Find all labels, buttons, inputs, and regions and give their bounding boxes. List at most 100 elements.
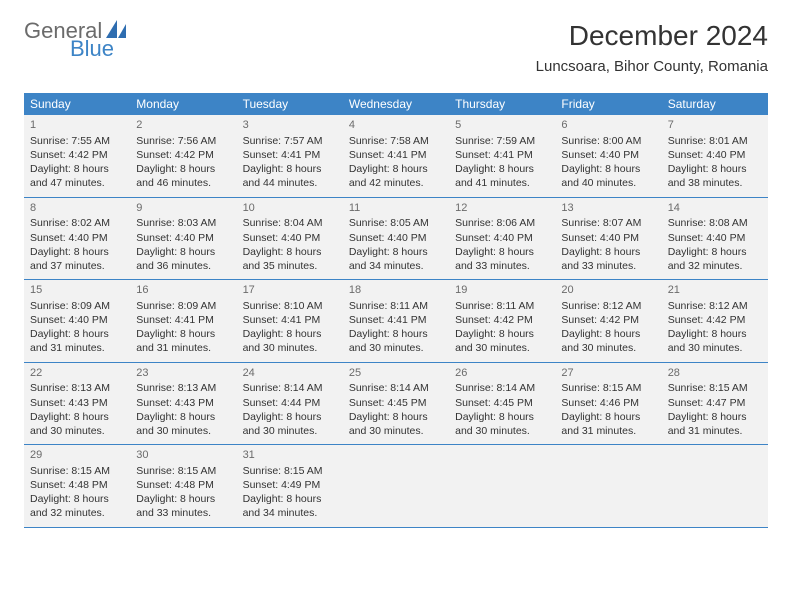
calendar-header-saturday: Saturday <box>662 93 768 115</box>
calendar-cell-empty <box>343 445 449 528</box>
calendar-cell: 7Sunrise: 8:01 AMSunset: 4:40 PMDaylight… <box>662 115 768 197</box>
calendar-header-row: SundayMondayTuesdayWednesdayThursdayFrid… <box>24 93 768 115</box>
daylight-text: and 32 minutes. <box>668 259 762 273</box>
sunrise-text: Sunrise: 8:14 AM <box>349 381 443 395</box>
calendar-cell: 2Sunrise: 7:56 AMSunset: 4:42 PMDaylight… <box>130 115 236 197</box>
daylight-text: Daylight: 8 hours <box>30 162 124 176</box>
daylight-text: Daylight: 8 hours <box>668 410 762 424</box>
calendar-cell: 22Sunrise: 8:13 AMSunset: 4:43 PMDayligh… <box>24 362 130 445</box>
sunset-text: Sunset: 4:45 PM <box>455 396 549 410</box>
daylight-text: and 38 minutes. <box>668 176 762 190</box>
calendar-cell: 29Sunrise: 8:15 AMSunset: 4:48 PMDayligh… <box>24 445 130 528</box>
daylight-text: Daylight: 8 hours <box>243 245 337 259</box>
logo-text-2: Blue <box>70 38 128 60</box>
day-number: 17 <box>243 283 337 298</box>
day-number: 24 <box>243 366 337 381</box>
logo: General Blue <box>24 20 128 60</box>
daylight-text: Daylight: 8 hours <box>30 245 124 259</box>
daylight-text: and 30 minutes. <box>136 424 230 438</box>
sunrise-text: Sunrise: 8:07 AM <box>561 216 655 230</box>
sunrise-text: Sunrise: 8:06 AM <box>455 216 549 230</box>
sunrise-text: Sunrise: 8:12 AM <box>561 299 655 313</box>
sunset-text: Sunset: 4:41 PM <box>455 148 549 162</box>
calendar-cell: 11Sunrise: 8:05 AMSunset: 4:40 PMDayligh… <box>343 197 449 280</box>
daylight-text: and 37 minutes. <box>30 259 124 273</box>
calendar-header-friday: Friday <box>555 93 661 115</box>
sunrise-text: Sunrise: 7:56 AM <box>136 134 230 148</box>
daylight-text: Daylight: 8 hours <box>243 162 337 176</box>
sunset-text: Sunset: 4:40 PM <box>349 231 443 245</box>
calendar-cell: 13Sunrise: 8:07 AMSunset: 4:40 PMDayligh… <box>555 197 661 280</box>
sunrise-text: Sunrise: 8:05 AM <box>349 216 443 230</box>
daylight-text: and 30 minutes. <box>455 341 549 355</box>
day-number: 20 <box>561 283 655 298</box>
daylight-text: and 30 minutes. <box>243 341 337 355</box>
sunset-text: Sunset: 4:48 PM <box>30 478 124 492</box>
day-number: 23 <box>136 366 230 381</box>
daylight-text: and 30 minutes. <box>243 424 337 438</box>
calendar-cell: 12Sunrise: 8:06 AMSunset: 4:40 PMDayligh… <box>449 197 555 280</box>
daylight-text: Daylight: 8 hours <box>136 162 230 176</box>
daylight-text: Daylight: 8 hours <box>243 327 337 341</box>
calendar-cell: 6Sunrise: 8:00 AMSunset: 4:40 PMDaylight… <box>555 115 661 197</box>
sunrise-text: Sunrise: 8:02 AM <box>30 216 124 230</box>
sunset-text: Sunset: 4:40 PM <box>30 231 124 245</box>
sunrise-text: Sunrise: 8:09 AM <box>136 299 230 313</box>
calendar-cell: 10Sunrise: 8:04 AMSunset: 4:40 PMDayligh… <box>237 197 343 280</box>
daylight-text: Daylight: 8 hours <box>561 327 655 341</box>
sunrise-text: Sunrise: 8:11 AM <box>349 299 443 313</box>
sunrise-text: Sunrise: 8:12 AM <box>668 299 762 313</box>
daylight-text: and 30 minutes. <box>349 341 443 355</box>
calendar-cell: 15Sunrise: 8:09 AMSunset: 4:40 PMDayligh… <box>24 280 130 363</box>
daylight-text: Daylight: 8 hours <box>30 410 124 424</box>
calendar-cell: 25Sunrise: 8:14 AMSunset: 4:45 PMDayligh… <box>343 362 449 445</box>
daylight-text: and 30 minutes. <box>349 424 443 438</box>
day-number: 1 <box>30 118 124 133</box>
daylight-text: and 44 minutes. <box>243 176 337 190</box>
sunrise-text: Sunrise: 8:15 AM <box>136 464 230 478</box>
daylight-text: and 33 minutes. <box>136 506 230 520</box>
daylight-text: and 30 minutes. <box>30 424 124 438</box>
sunset-text: Sunset: 4:40 PM <box>455 231 549 245</box>
calendar-week-row: 15Sunrise: 8:09 AMSunset: 4:40 PMDayligh… <box>24 280 768 363</box>
calendar-cell: 9Sunrise: 8:03 AMSunset: 4:40 PMDaylight… <box>130 197 236 280</box>
daylight-text: and 30 minutes. <box>668 341 762 355</box>
day-number: 15 <box>30 283 124 298</box>
sunset-text: Sunset: 4:49 PM <box>243 478 337 492</box>
day-number: 7 <box>668 118 762 133</box>
daylight-text: Daylight: 8 hours <box>455 245 549 259</box>
sunset-text: Sunset: 4:42 PM <box>668 313 762 327</box>
day-number: 18 <box>349 283 443 298</box>
day-number: 22 <box>30 366 124 381</box>
sunrise-text: Sunrise: 7:58 AM <box>349 134 443 148</box>
sunrise-text: Sunrise: 7:57 AM <box>243 134 337 148</box>
calendar-cell: 19Sunrise: 8:11 AMSunset: 4:42 PMDayligh… <box>449 280 555 363</box>
day-number: 5 <box>455 118 549 133</box>
daylight-text: and 34 minutes. <box>349 259 443 273</box>
sunrise-text: Sunrise: 7:55 AM <box>30 134 124 148</box>
sunset-text: Sunset: 4:40 PM <box>136 231 230 245</box>
sunset-text: Sunset: 4:42 PM <box>561 313 655 327</box>
day-number: 10 <box>243 201 337 216</box>
calendar-cell: 31Sunrise: 8:15 AMSunset: 4:49 PMDayligh… <box>237 445 343 528</box>
daylight-text: Daylight: 8 hours <box>349 410 443 424</box>
day-number: 11 <box>349 201 443 216</box>
daylight-text: Daylight: 8 hours <box>349 245 443 259</box>
calendar-table: SundayMondayTuesdayWednesdayThursdayFrid… <box>24 93 768 528</box>
day-number: 21 <box>668 283 762 298</box>
location-text: Luncsoara, Bihor County, Romania <box>536 58 768 75</box>
day-number: 3 <box>243 118 337 133</box>
daylight-text: and 46 minutes. <box>136 176 230 190</box>
daylight-text: and 33 minutes. <box>455 259 549 273</box>
sunset-text: Sunset: 4:40 PM <box>561 148 655 162</box>
daylight-text: Daylight: 8 hours <box>136 410 230 424</box>
sunset-text: Sunset: 4:47 PM <box>668 396 762 410</box>
daylight-text: Daylight: 8 hours <box>30 492 124 506</box>
daylight-text: and 33 minutes. <box>561 259 655 273</box>
sunrise-text: Sunrise: 8:15 AM <box>561 381 655 395</box>
calendar-body: 1Sunrise: 7:55 AMSunset: 4:42 PMDaylight… <box>24 115 768 527</box>
sunrise-text: Sunrise: 8:15 AM <box>243 464 337 478</box>
sunrise-text: Sunrise: 8:00 AM <box>561 134 655 148</box>
sunrise-text: Sunrise: 8:04 AM <box>243 216 337 230</box>
sunset-text: Sunset: 4:41 PM <box>136 313 230 327</box>
